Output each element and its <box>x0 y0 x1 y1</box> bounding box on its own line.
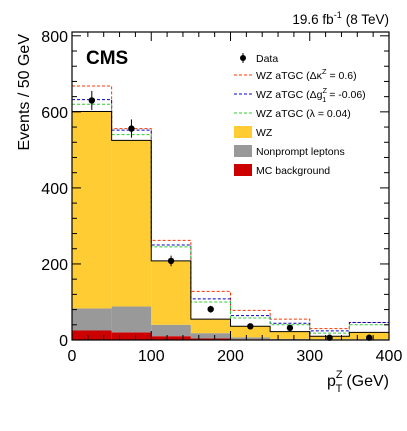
x-tick-label: 0 <box>68 348 77 365</box>
x-axis-label-sub: T <box>336 383 343 395</box>
data-point-6 <box>287 325 293 331</box>
bar-nonprompt-bin-5 <box>231 337 271 339</box>
data-point-1 <box>89 97 95 103</box>
y-tick-label: 400 <box>41 181 68 198</box>
lumi-value: 19.6 fb <box>292 12 333 27</box>
bar-wz-bin-4 <box>191 319 231 333</box>
bar-wz-bin-3 <box>151 261 191 325</box>
bar-wz-bin-1 <box>72 111 112 308</box>
x-axis-label-unit: (GeV) <box>346 373 389 390</box>
y-tick-label: 0 <box>59 333 68 350</box>
data-point-5 <box>247 323 253 329</box>
bar-mc-bin-2 <box>112 332 152 340</box>
legend-label-atgc-lam: WZ aTGC (λ = 0.04) <box>256 108 351 120</box>
y-tick-label: 600 <box>41 105 68 122</box>
bar-mc-bin-1 <box>72 330 112 340</box>
y-axis-label: Events / 50 GeV <box>16 34 33 151</box>
bar-nonprompt-bin-2 <box>112 307 152 333</box>
legend-data-marker <box>240 55 246 61</box>
bar-nonprompt-bin-3 <box>151 325 191 336</box>
experiment-label: CMS <box>86 48 128 69</box>
y-tick-label: 200 <box>41 257 68 274</box>
legend-swatch-nonprompt <box>234 145 252 157</box>
x-tick-label: 400 <box>376 348 403 365</box>
bar-wz-bin-6 <box>270 332 310 339</box>
x-tick-label: 100 <box>138 348 165 365</box>
lumi-exponent: -1 <box>334 10 342 20</box>
legend-label-mc: MC background <box>256 165 330 177</box>
data-point-4 <box>207 306 213 312</box>
bar-nonprompt-bin-4 <box>191 333 231 338</box>
x-axis-label-sup: Z <box>336 369 343 381</box>
y-tick-label: 800 <box>41 29 68 46</box>
legend-label-nonprompt: Nonprompt leptons <box>256 146 345 158</box>
bar-nonprompt-bin-1 <box>72 308 112 330</box>
legend-label-atgc-dk: WZ aTGC (ΔκZ = 0.6) <box>256 67 357 82</box>
bar-wz-bin-2 <box>112 140 152 306</box>
lumi-label: 19.6 fb-1 (8 TeV) <box>292 10 389 27</box>
data-point-3 <box>168 258 174 264</box>
x-tick-label: 200 <box>217 348 244 365</box>
x-axis-label-base: p <box>327 373 336 390</box>
data-point-2 <box>128 125 134 131</box>
legend-swatch-mc <box>234 164 252 176</box>
legend-swatch-wz <box>234 126 252 138</box>
legend-label-data: Data <box>256 53 278 65</box>
legend-label-wz: WZ <box>256 127 273 139</box>
lumi-suffix: (8 TeV) <box>346 12 389 27</box>
x-tick-label: 300 <box>296 348 323 365</box>
